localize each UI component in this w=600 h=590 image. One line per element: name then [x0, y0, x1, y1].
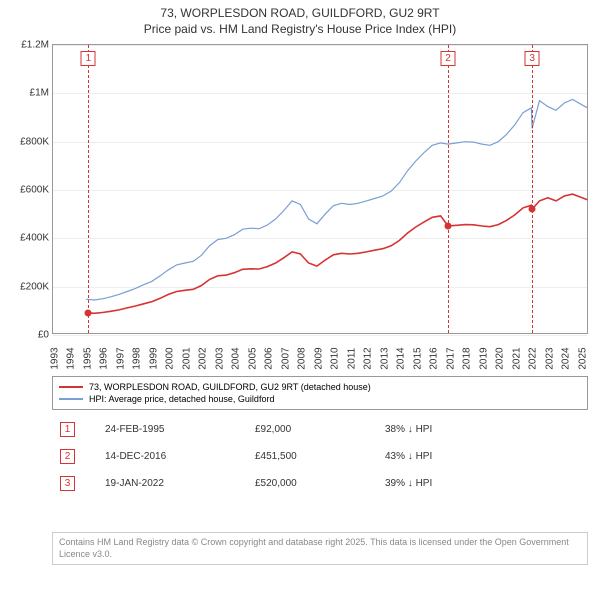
sale-row-marker: 3 [60, 476, 75, 491]
x-axis-label: 2015 [408, 347, 423, 369]
sale-point-1 [85, 309, 92, 316]
x-axis-label: 2006 [260, 347, 275, 369]
x-axis-label: 2012 [359, 347, 374, 369]
x-axis-label: 2020 [491, 347, 506, 369]
sale-marker-3: 3 [525, 51, 540, 66]
sale-price: £92,000 [255, 424, 355, 435]
legend-swatch-hpi [59, 398, 83, 400]
footer-attribution: Contains HM Land Registry data © Crown c… [52, 532, 588, 565]
x-axis-label: 2024 [557, 347, 572, 369]
x-axis-label: 1996 [95, 347, 110, 369]
sale-marker-2: 2 [440, 51, 455, 66]
legend-row-property: 73, WORPLESDON ROAD, GUILDFORD, GU2 9RT … [59, 381, 581, 393]
legend-row-hpi: HPI: Average price, detached house, Guil… [59, 393, 581, 405]
chart-area: £0£200K£400K£600K£800K£1M£1.2M1993199419… [52, 44, 588, 334]
x-axis-label: 1995 [78, 347, 93, 369]
sale-row-2: 2 14-DEC-2016 £451,500 43% ↓ HPI [60, 443, 432, 470]
sale-reference-line [448, 45, 449, 333]
y-axis-label: £400K [20, 233, 53, 244]
x-axis-label: 2014 [392, 347, 407, 369]
gridline [53, 335, 587, 336]
sale-price: £451,500 [255, 451, 355, 462]
x-axis-label: 2018 [458, 347, 473, 369]
x-axis-label: 1993 [46, 347, 61, 369]
chart-title: 73, WORPLESDON ROAD, GUILDFORD, GU2 9RT … [0, 0, 600, 37]
legend-label-hpi: HPI: Average price, detached house, Guil… [89, 394, 274, 404]
sale-row-marker: 1 [60, 422, 75, 437]
x-axis-label: 1998 [128, 347, 143, 369]
x-axis-label: 2000 [161, 347, 176, 369]
x-axis-label: 2022 [524, 347, 539, 369]
x-axis-label: 2011 [342, 348, 357, 370]
x-axis-label: 2003 [210, 347, 225, 369]
x-axis-label: 1999 [144, 347, 159, 369]
y-axis-label: £600K [20, 185, 53, 196]
legend: 73, WORPLESDON ROAD, GUILDFORD, GU2 9RT … [52, 376, 588, 410]
y-axis-label: £800K [20, 136, 53, 147]
x-axis-label: 2019 [474, 347, 489, 369]
x-axis-label: 1997 [111, 347, 126, 369]
title-line-1: 73, WORPLESDON ROAD, GUILDFORD, GU2 9RT [0, 6, 600, 22]
legend-swatch-property [59, 386, 83, 388]
x-axis-label: 2002 [194, 347, 209, 369]
x-axis-label: 2009 [309, 347, 324, 369]
x-axis-label: 2016 [425, 347, 440, 369]
y-axis-label: £1M [30, 88, 53, 99]
sale-date: 24-FEB-1995 [105, 424, 225, 435]
x-axis-label: 2005 [243, 347, 258, 369]
x-axis-label: 2013 [375, 347, 390, 369]
x-axis-label: 2025 [573, 347, 588, 369]
sales-table: 1 24-FEB-1995 £92,000 38% ↓ HPI 2 14-DEC-2016… [60, 416, 432, 497]
sale-point-3 [529, 206, 536, 213]
x-axis-label: 2010 [326, 347, 341, 369]
x-axis-label: 2001 [177, 347, 192, 369]
sale-delta: 43% ↓ HPI [385, 451, 432, 462]
x-axis-label: 2007 [276, 347, 291, 369]
x-axis-label: 2004 [227, 347, 242, 369]
x-axis-label: 2023 [540, 347, 555, 369]
sale-marker-1: 1 [81, 51, 96, 66]
x-axis-label: 2021 [507, 347, 522, 369]
sale-date: 19-JAN-2022 [105, 478, 225, 489]
chart-svg [53, 45, 589, 335]
sale-reference-line [532, 45, 533, 333]
x-axis-label: 2017 [441, 347, 456, 369]
sale-reference-line [88, 45, 89, 333]
line-property [89, 194, 588, 313]
sale-date: 14-DEC-2016 [105, 451, 225, 462]
sale-row-1: 1 24-FEB-1995 £92,000 38% ↓ HPI [60, 416, 432, 443]
sale-point-2 [444, 222, 451, 229]
page: 73, WORPLESDON ROAD, GUILDFORD, GU2 9RT … [0, 0, 600, 590]
y-axis-label: £200K [20, 281, 53, 292]
title-line-2: Price paid vs. HM Land Registry's House … [0, 22, 600, 38]
y-axis-label: £1.2M [21, 40, 53, 51]
line-hpi [86, 99, 587, 300]
sale-delta: 38% ↓ HPI [385, 424, 432, 435]
sale-delta: 39% ↓ HPI [385, 478, 432, 489]
legend-label-property: 73, WORPLESDON ROAD, GUILDFORD, GU2 9RT … [89, 382, 371, 392]
x-axis-label: 1994 [62, 347, 77, 369]
sale-price: £520,000 [255, 478, 355, 489]
y-axis-label: £0 [38, 330, 53, 341]
x-axis-label: 2008 [293, 347, 308, 369]
footer-text: Contains HM Land Registry data © Crown c… [59, 537, 569, 559]
sale-row-marker: 2 [60, 449, 75, 464]
sale-row-3: 3 19-JAN-2022 £520,000 39% ↓ HPI [60, 470, 432, 497]
